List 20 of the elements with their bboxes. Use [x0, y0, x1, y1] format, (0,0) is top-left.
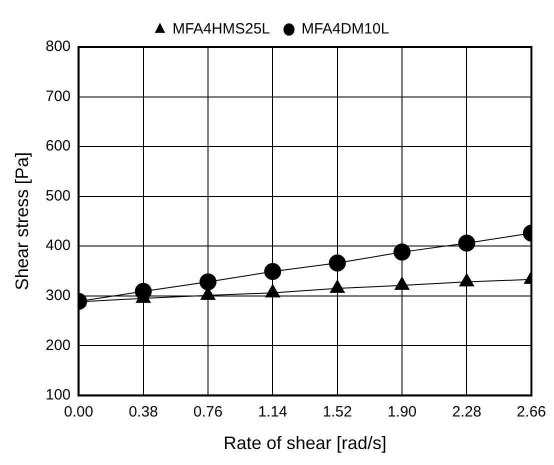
legend-label: MFA4HMS25L	[172, 20, 270, 38]
y-tick-label: 500	[46, 187, 71, 204]
y-tick-label: 800	[46, 38, 71, 56]
x-tick-label: 0.76	[193, 404, 223, 421]
y-tick-label: 100	[46, 386, 71, 404]
x-tick-label: 1.52	[322, 404, 352, 421]
x-tick-label: 0.38	[128, 404, 158, 421]
y-axis-title: Shear stress [Pa]	[12, 152, 32, 290]
y-tick-label: 600	[46, 138, 71, 155]
y-tick-label: 400	[46, 237, 71, 254]
x-tick-label: 0.00	[64, 404, 94, 421]
x-tick-label: 2.28	[452, 404, 482, 421]
x-axis-title: Rate of shear [rad/s]	[223, 433, 387, 454]
legend-label: MFA4DM10L	[302, 20, 390, 38]
y-tick-label: 300	[46, 287, 71, 304]
x-tick-label: 2.66	[516, 404, 546, 421]
y-tick-label: 700	[46, 88, 71, 105]
y-tick-label: 200	[46, 336, 71, 354]
x-tick-label: 1.90	[387, 404, 417, 421]
x-tick-label: 1.14	[258, 404, 288, 421]
